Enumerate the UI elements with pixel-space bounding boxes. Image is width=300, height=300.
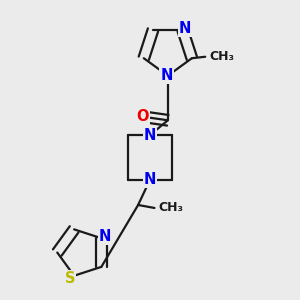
Text: N: N bbox=[179, 21, 191, 36]
Text: N: N bbox=[144, 172, 156, 187]
Text: N: N bbox=[99, 229, 111, 244]
Text: S: S bbox=[65, 271, 75, 286]
Text: O: O bbox=[136, 109, 148, 124]
Text: N: N bbox=[160, 68, 172, 83]
Text: N: N bbox=[144, 128, 156, 142]
Text: CH₃: CH₃ bbox=[158, 202, 183, 214]
Text: CH₃: CH₃ bbox=[209, 50, 234, 63]
